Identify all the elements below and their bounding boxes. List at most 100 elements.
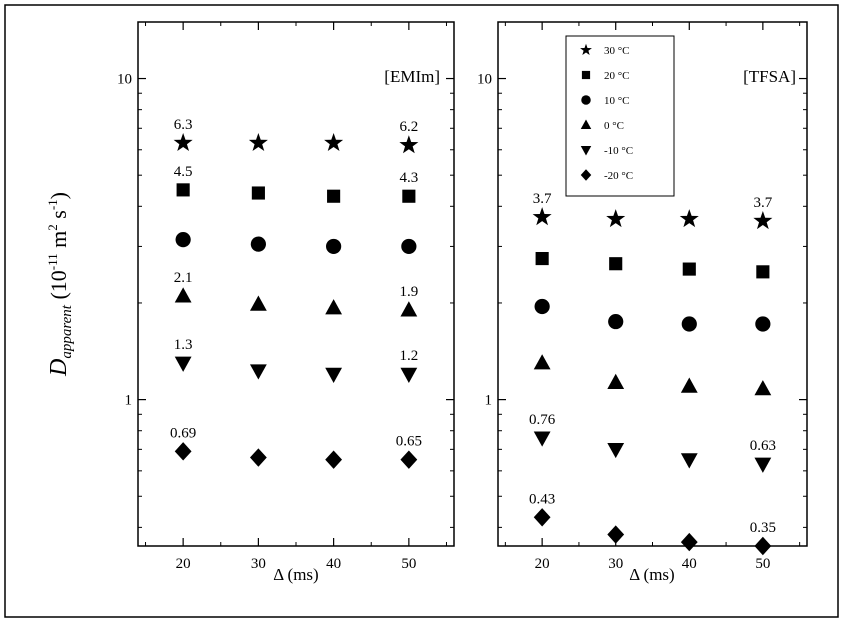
point-tfsa-triangle-down-40 [680, 453, 698, 469]
data-label-emim: 4.3 [399, 170, 418, 186]
x-tick-label-emim: 20 [176, 556, 191, 572]
legend: 30 °C 20 °C 10 °C 0 °C -10 °C -20 °C [580, 43, 633, 182]
point-emim-circle-20 [175, 232, 191, 248]
point-tfsa-triangle-down-30 [607, 442, 625, 459]
point-emim-diamond-20 [174, 442, 192, 461]
data-label-emim: 1.9 [399, 284, 418, 300]
data-label-emim: 4.5 [174, 164, 193, 180]
panel-tfsa-xlabel: Δ (ms) [629, 565, 674, 584]
legend-marker-diamond [580, 169, 592, 181]
point-tfsa-circle-20 [534, 298, 550, 315]
point-emim-diamond-30 [249, 448, 267, 467]
point-emim-square-50 [402, 189, 416, 203]
panel-emim-label: [EMIm] [384, 67, 440, 86]
legend-label: 20 °C [604, 70, 630, 82]
y-tick-label-emim: 10 [117, 72, 132, 88]
x-tick-label-tfsa: 30 [608, 556, 623, 572]
point-tfsa-star-20 [532, 207, 552, 226]
point-emim-triangle-down-40 [325, 367, 343, 383]
y-axis-label: Dapparent (10-11 m2 s-1) [45, 192, 75, 377]
y-tick-label-tfsa: 1 [485, 393, 493, 409]
data-label-emim: 6.3 [174, 117, 193, 133]
data-label-tfsa: 0.43 [529, 491, 555, 507]
legend-label: 30 °C [604, 45, 630, 57]
point-tfsa-triangle-up-20 [533, 354, 551, 370]
point-tfsa-diamond-50 [754, 536, 772, 556]
point-emim-diamond-40 [325, 450, 343, 469]
point-tfsa-star-30 [606, 209, 626, 228]
point-tfsa-diamond-30 [607, 525, 625, 544]
point-tfsa-triangle-up-50 [754, 380, 772, 396]
point-emim-square-30 [251, 186, 265, 200]
data-label-tfsa: 0.63 [750, 438, 776, 454]
y-axis-unit-exp3: -1 [45, 199, 60, 210]
legend-label: 10 °C [604, 95, 630, 107]
point-emim-star-50 [399, 135, 419, 154]
point-emim-circle-50 [401, 238, 417, 255]
x-tick-label-emim: 50 [401, 556, 416, 572]
y-tick-label-tfsa: 10 [477, 72, 492, 88]
x-tick-label-emim: 30 [251, 556, 266, 572]
data-label-tfsa: 3.7 [533, 191, 552, 207]
point-emim-star-30 [248, 132, 268, 152]
point-tfsa-triangle-down-20 [533, 431, 551, 447]
point-tfsa-square-50 [756, 265, 770, 279]
point-emim-diamond-50 [400, 450, 418, 469]
y-axis-unit-m: m [46, 231, 71, 254]
panel-tfsa-marks: 20 30 40 50 1 10 3.7 3.7 0.76 0.63 0.43 0.35 [477, 22, 807, 572]
panel-emim: [EMIm] Δ (ms) 20 30 40 50 1 10 6.3 6.2 4.5 4.3 2.1… [117, 21, 455, 584]
x-tick-label-emim: 40 [326, 556, 341, 572]
point-tfsa-star-40 [679, 209, 699, 228]
legend-marker-square [581, 70, 591, 80]
y-tick-label-emim: 1 [125, 393, 133, 409]
y-axis-symbol: D [46, 359, 72, 377]
point-tfsa-square-20 [535, 251, 549, 266]
point-tfsa-diamond-20 [533, 508, 551, 527]
point-emim-triangle-up-20 [174, 287, 192, 303]
point-tfsa-circle-30 [608, 313, 624, 330]
x-tick-label-tfsa: 20 [535, 556, 550, 572]
panel-tfsa-label: [TFSA] [743, 67, 796, 86]
point-emim-triangle-down-50 [400, 367, 418, 383]
point-tfsa-square-30 [609, 257, 623, 271]
point-tfsa-triangle-up-40 [680, 377, 698, 393]
legend-label: 0 °C [604, 120, 624, 132]
data-label-tfsa: 0.35 [750, 520, 776, 536]
point-emim-triangle-down-20 [174, 356, 192, 372]
data-label-tfsa: 3.7 [753, 195, 772, 211]
point-emim-triangle-up-40 [325, 299, 343, 315]
point-emim-circle-30 [250, 236, 266, 252]
legend-marker-triangle-down [580, 146, 592, 156]
legend-marker-star [580, 43, 592, 56]
legend-label: -20 °C [604, 170, 633, 182]
point-emim-square-40 [327, 189, 341, 203]
legend-marker-triangle-up [580, 119, 592, 129]
legend-box [565, 35, 675, 197]
point-tfsa-triangle-down-50 [754, 457, 772, 473]
panel-emim-marks: 20 30 40 50 1 10 6.3 6.2 4.5 4.3 2.1 1.9 1.3 1.2 0.69 0… [117, 22, 454, 572]
point-emim-star-40 [324, 132, 344, 152]
point-tfsa-circle-50 [755, 316, 771, 332]
panel-emim-xlabel: Δ (ms) [273, 565, 318, 584]
data-label-emim: 1.2 [399, 348, 418, 364]
point-tfsa-square-40 [682, 262, 696, 276]
legend-label: -10 °C [604, 145, 633, 157]
data-label-emim: 6.2 [399, 119, 418, 135]
outer-frame [4, 4, 839, 618]
y-axis-unit-exp2: 2 [45, 224, 60, 231]
point-tfsa-diamond-40 [680, 532, 698, 552]
point-emim-triangle-up-30 [249, 295, 267, 311]
y-axis-unit-s: s [46, 210, 71, 224]
data-label-emim: 1.3 [174, 337, 193, 353]
y-axis-unit-open: (10 [46, 270, 71, 305]
point-emim-triangle-down-30 [249, 364, 267, 380]
y-axis-subscript: apparent [59, 304, 75, 358]
data-label-emim: 2.1 [174, 270, 193, 286]
x-tick-label-tfsa: 40 [682, 556, 697, 572]
point-emim-triangle-up-50 [400, 301, 418, 317]
y-axis-unit-close: ) [46, 192, 71, 199]
data-label-emim: 0.69 [170, 425, 196, 441]
point-emim-circle-40 [326, 238, 342, 255]
